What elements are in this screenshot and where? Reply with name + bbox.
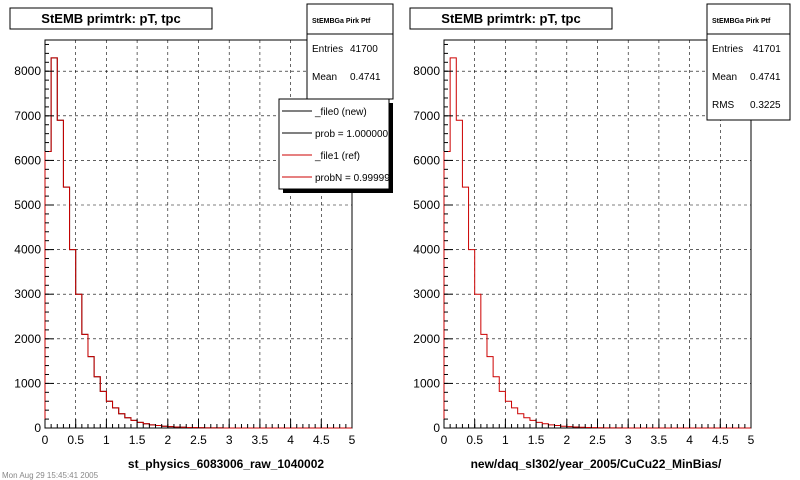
left-y-tick-label: 5000 bbox=[14, 198, 41, 212]
left-x-tick-label: 3.5 bbox=[252, 433, 269, 447]
left-x-tick-label: 5 bbox=[349, 433, 356, 447]
left-x-tick-label: 1 bbox=[103, 433, 110, 447]
left-legend: _file0 (new) prob = 1.000000 _file1 (ref… bbox=[278, 98, 393, 193]
right-title-box: StEMB primtrk: pT, tpc bbox=[409, 7, 613, 30]
right-stats-rms-value: 0.3225 bbox=[750, 100, 781, 111]
right-grid bbox=[444, 40, 751, 428]
left-grid bbox=[45, 40, 352, 428]
right-x-tick-label: 4.5 bbox=[712, 433, 729, 447]
left-x-tick-label: 4.5 bbox=[313, 433, 330, 447]
right-stats-entries-label: Entries bbox=[712, 44, 743, 55]
left-pad: 0 0.5 1 1.5 2 2.5 3 3.5 4 4.5 5 0 1000 2000 3000 4000 50… bbox=[9, 3, 394, 471]
right-y-tick-label: 8000 bbox=[413, 64, 440, 78]
left-stats-title: StEMBGa Pirk Ptf bbox=[312, 18, 371, 25]
left-y-tick-label: 3000 bbox=[14, 287, 41, 301]
left-stats-mean-value: 0.4741 bbox=[350, 72, 381, 83]
left-stats-box: StEMBGa Pirk Ptf Entries 41700 Mean 0.47… bbox=[306, 3, 394, 100]
right-x-tick-label: 4 bbox=[686, 433, 693, 447]
legend-item-probn: probN = 0.99999 bbox=[315, 173, 390, 184]
right-stats-mean-label: Mean bbox=[712, 72, 737, 83]
left-x-tick-label: 3 bbox=[226, 433, 233, 447]
left-x-tick-label: 1.5 bbox=[129, 433, 146, 447]
left-axes: 0 0.5 1 1.5 2 2.5 3 3.5 4 4.5 5 0 1000 2000 3000 4000 50… bbox=[14, 43, 356, 447]
legend-item-prob: prob = 1.000000 bbox=[315, 129, 389, 140]
left-chart-title: StEMB primtrk: pT, tpc bbox=[41, 11, 180, 26]
right-y-tick-label: 1000 bbox=[413, 376, 440, 390]
right-pad: 0 0.5 1 1.5 2 2.5 3 3.5 4 4.5 5 0 1000 2000 3000 4000 50… bbox=[409, 3, 791, 471]
right-y-tick-label: 2000 bbox=[413, 332, 440, 346]
right-x-tick-label: 2 bbox=[563, 433, 570, 447]
right-x-tick-label: 2.5 bbox=[589, 433, 606, 447]
right-x-tick-label: 0.5 bbox=[466, 433, 483, 447]
left-stats-entries-label: Entries bbox=[312, 44, 343, 55]
right-x-axis-label: new/daq_sl302/year_2005/CuCu22_MinBias/ bbox=[471, 457, 722, 471]
right-x-tick-label: 3.5 bbox=[651, 433, 668, 447]
right-y-tick-label: 5000 bbox=[413, 198, 440, 212]
left-x-axis-label: st_physics_6083006_raw_1040002 bbox=[128, 457, 324, 471]
left-y-tick-label: 8000 bbox=[14, 64, 41, 78]
right-y-tick-label: 6000 bbox=[413, 153, 440, 167]
left-stats-mean-label: Mean bbox=[312, 72, 337, 83]
right-y-tick-label: 0 bbox=[433, 421, 440, 435]
right-stats-mean-value: 0.4741 bbox=[750, 72, 781, 83]
right-x-tick-label: 1 bbox=[502, 433, 509, 447]
left-y-tick-label: 0 bbox=[34, 421, 41, 435]
footer-timestamp: Mon Aug 29 15:45:41 2005 bbox=[2, 471, 99, 480]
right-y-tick-label: 3000 bbox=[413, 287, 440, 301]
left-stats-entries-value: 41700 bbox=[350, 44, 378, 55]
left-x-tick-label: 4 bbox=[287, 433, 294, 447]
legend-item-new: _file0 (new) bbox=[314, 107, 367, 118]
left-x-tick-label: 0 bbox=[42, 433, 49, 447]
right-x-tick-label: 1.5 bbox=[528, 433, 545, 447]
right-chart-title: StEMB primtrk: pT, tpc bbox=[441, 11, 580, 26]
right-x-tick-label: 5 bbox=[748, 433, 755, 447]
right-axes: 0 0.5 1 1.5 2 2.5 3 3.5 4 4.5 5 0 1000 2000 3000 4000 50… bbox=[413, 43, 755, 447]
left-title-box: StEMB primtrk: pT, tpc bbox=[9, 7, 213, 30]
left-x-tick-label: 0.5 bbox=[67, 433, 84, 447]
legend-item-ref: _file1 (ref) bbox=[314, 151, 360, 162]
left-y-tick-label: 2000 bbox=[14, 332, 41, 346]
left-y-tick-label: 7000 bbox=[14, 109, 41, 123]
right-y-tick-label: 4000 bbox=[413, 243, 440, 257]
left-x-tick-label: 2.5 bbox=[190, 433, 207, 447]
right-stats-title: StEMBGa Pirk Ptf bbox=[712, 18, 771, 25]
right-stats-box: StEMBGa Pirk Ptf Entries 41701 Mean 0.47… bbox=[706, 3, 791, 121]
right-stats-rms-label: RMS bbox=[712, 100, 735, 111]
left-x-tick-label: 2 bbox=[164, 433, 171, 447]
right-x-tick-label: 3 bbox=[625, 433, 632, 447]
left-y-tick-label: 6000 bbox=[14, 153, 41, 167]
left-y-tick-label: 4000 bbox=[14, 243, 41, 257]
right-y-tick-label: 7000 bbox=[413, 109, 440, 123]
right-stats-entries-value: 41701 bbox=[753, 44, 781, 55]
left-y-tick-label: 1000 bbox=[14, 376, 41, 390]
right-x-tick-label: 0 bbox=[441, 433, 448, 447]
